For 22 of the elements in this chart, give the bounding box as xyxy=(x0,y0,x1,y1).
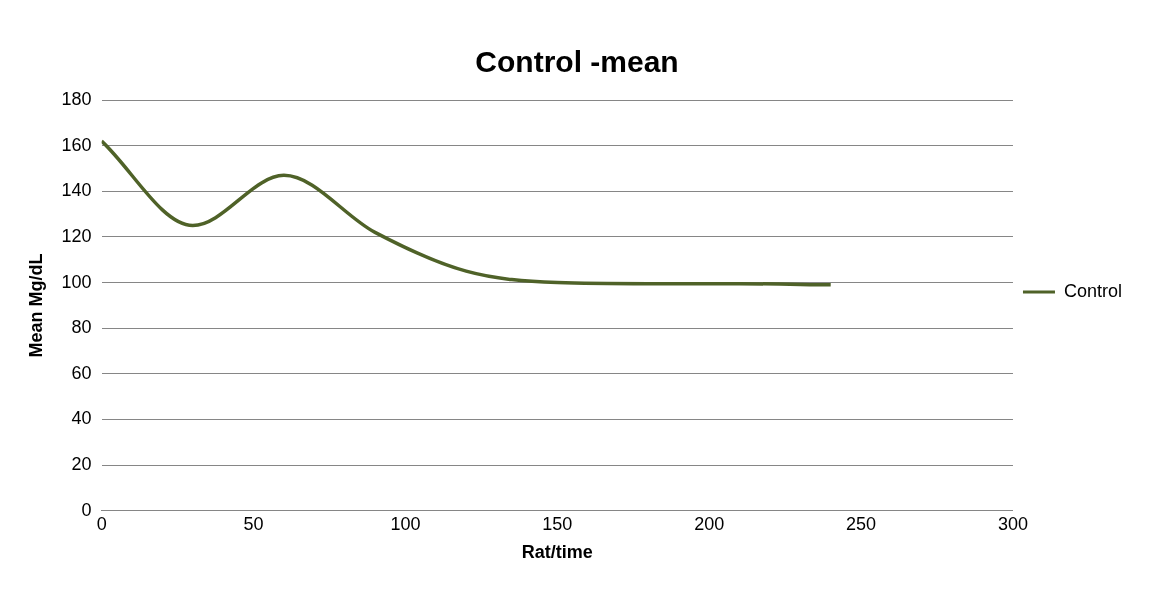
y-tick-label: 40 xyxy=(71,408,92,429)
y-tick-label: 80 xyxy=(71,317,92,338)
x-tick-label: 100 xyxy=(390,513,421,534)
x-tick-label: 250 xyxy=(846,513,877,534)
y-axis-title: Mean Mg/dL xyxy=(25,253,46,358)
y-tick-label: 0 xyxy=(81,499,92,520)
chart-title: Control -mean xyxy=(475,45,679,79)
y-tick-label: 160 xyxy=(61,134,92,155)
x-tick-label: 200 xyxy=(694,513,725,534)
line-series xyxy=(101,139,833,287)
y-tick-label: 60 xyxy=(71,362,92,383)
x-tick-label: 50 xyxy=(243,513,264,534)
y-tick-label: 120 xyxy=(61,225,92,246)
x-tick-label: 150 xyxy=(542,513,573,534)
x-tick-label: 0 xyxy=(96,513,107,534)
y-tick-label: 180 xyxy=(61,88,92,109)
y-tick-label: 20 xyxy=(71,454,92,475)
x-axis-title: Rat/time xyxy=(521,542,593,563)
legend-label: Control xyxy=(1063,280,1123,301)
y-tick-label: 100 xyxy=(61,271,92,292)
y-tick-label: 140 xyxy=(61,180,92,201)
x-tick-label: 300 xyxy=(997,513,1028,534)
